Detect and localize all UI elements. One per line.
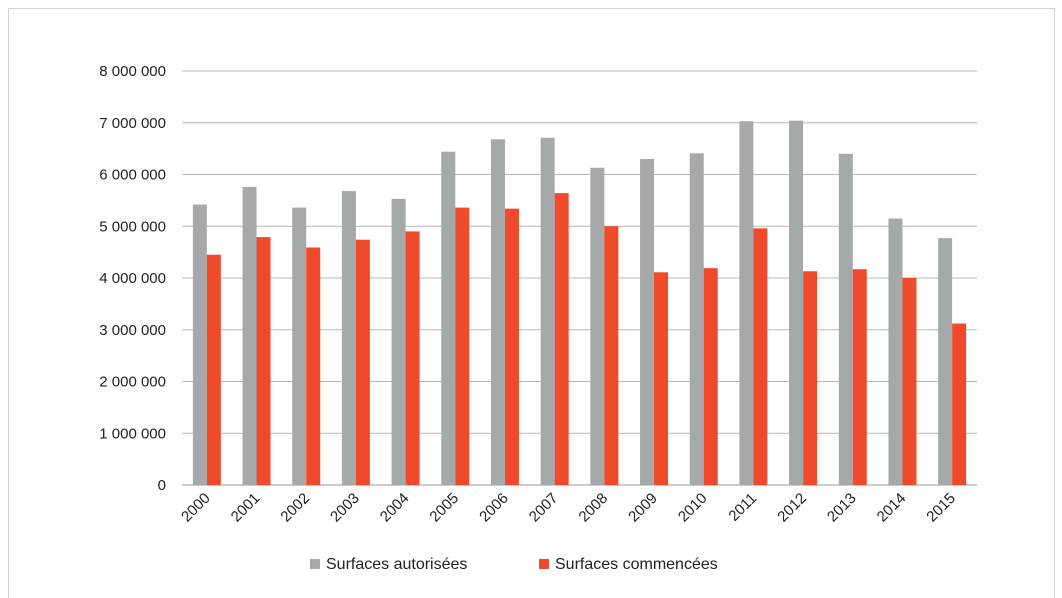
y-tick-label: 6 000 000 [99,167,166,184]
legend-swatch [310,559,320,569]
bar-surfaces-autorisees [739,121,754,485]
bar-surfaces-commencees [852,269,867,485]
x-tick-label: 2002 [277,490,313,526]
x-tick-label: 2005 [426,490,462,526]
bar-surfaces-autorisees [490,139,505,485]
bar-surfaces-autorisees [590,167,605,485]
bar-surfaces-commencees [554,193,569,485]
bar-surfaces-autorisees [192,204,207,485]
bar-surfaces-autorisees [640,158,655,485]
bar-surfaces-autorisees [441,151,456,486]
x-axis-ticks: 2000 2001 2002 2003 2004 2005 2006 2007 2008 2009… [178,490,959,526]
bars [192,120,967,486]
bar-surfaces-autorisees [938,238,953,485]
bar-surfaces-commencees [405,231,420,485]
y-tick-label: 0 [158,477,166,494]
x-tick-label: 2007 [526,490,562,526]
x-tick-label: 2000 [178,490,214,526]
legend-label: Surfaces autorisées [326,556,467,573]
bar-surfaces-autorisees [689,153,704,485]
x-tick-label: 2010 [675,490,711,526]
bar-surfaces-autorisees [540,137,555,485]
bar-surfaces-commencees [504,208,519,485]
bar-surfaces-commencees [753,228,768,485]
bar-surfaces-commencees [703,268,718,485]
bar-surfaces-commencees [256,237,271,485]
legend: Surfaces autorisées Surfaces commencées [310,556,718,573]
x-tick-label: 2006 [476,490,512,526]
bar-surfaces-autorisees [391,198,406,485]
bar-surfaces-commencees [355,239,370,485]
y-axis-ticks: 0 1 000 000 2 000 000 3 000 000 4 000 000 5 0… [99,63,166,494]
x-tick-label: 2014 [874,490,910,526]
bar-surfaces-commencees [654,272,669,485]
x-tick-label: 2008 [576,490,612,526]
bar-surfaces-commencees [803,271,818,485]
bar-surfaces-autorisees [292,207,307,485]
x-tick-label: 2013 [824,490,860,526]
y-tick-label: 2 000 000 [99,374,166,391]
x-tick-label: 2001 [228,490,264,526]
bar-surfaces-commencees [952,323,967,485]
bar-surfaces-commencees [306,247,321,485]
y-tick-label: 7 000 000 [99,115,166,132]
legend-label: Surfaces commencées [555,556,718,573]
chart-frame [8,8,1055,598]
bar-surfaces-autorisees [838,153,853,486]
x-tick-label: 2004 [377,490,413,526]
y-tick-label: 4 000 000 [99,270,166,287]
bar-surfaces-commencees [604,226,619,485]
x-tick-label: 2015 [923,490,959,526]
bar-surfaces-commencees [455,207,470,485]
bar-surfaces-autorisees [789,120,804,486]
x-tick-label: 2011 [725,490,760,525]
x-tick-label: 2003 [327,490,363,526]
x-tick-label: 2009 [625,490,661,526]
bar-surfaces-commencees [206,254,221,485]
bar-surfaces-autorisees [242,186,257,486]
y-tick-label: 1 000 000 [99,425,166,442]
bar-surfaces-commencees [902,278,917,485]
bar-surfaces-autorisees [341,191,356,485]
x-tick-label: 2012 [774,490,810,526]
y-tick-label: 8 000 000 [99,63,166,80]
bar-surfaces-autorisees [888,218,903,486]
legend-swatch [539,559,549,569]
y-tick-label: 3 000 000 [99,322,166,339]
y-tick-label: 5 000 000 [99,218,166,235]
